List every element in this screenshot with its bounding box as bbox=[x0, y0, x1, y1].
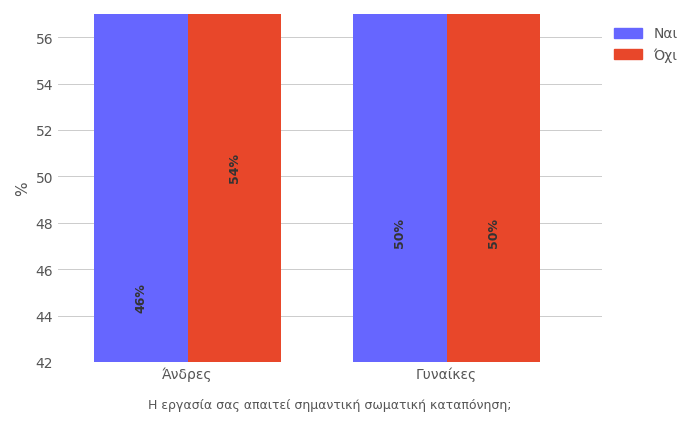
Text: 50%: 50% bbox=[394, 218, 406, 248]
Text: 46%: 46% bbox=[135, 282, 147, 312]
Bar bbox=[447, 0, 540, 362]
Bar bbox=[353, 0, 447, 362]
X-axis label: Η εργασία σας απαιτεί σημαντική σωματική καταπόνηση;: Η εργασία σας απαιτεί σημαντική σωματική… bbox=[148, 398, 512, 411]
Text: 54%: 54% bbox=[228, 153, 241, 183]
Bar bbox=[94, 0, 188, 362]
Bar bbox=[188, 0, 281, 362]
Y-axis label: %: % bbox=[15, 181, 30, 196]
Legend: Ναι, Όχι: Ναι, Όχι bbox=[609, 22, 683, 68]
Text: 50%: 50% bbox=[487, 218, 500, 248]
